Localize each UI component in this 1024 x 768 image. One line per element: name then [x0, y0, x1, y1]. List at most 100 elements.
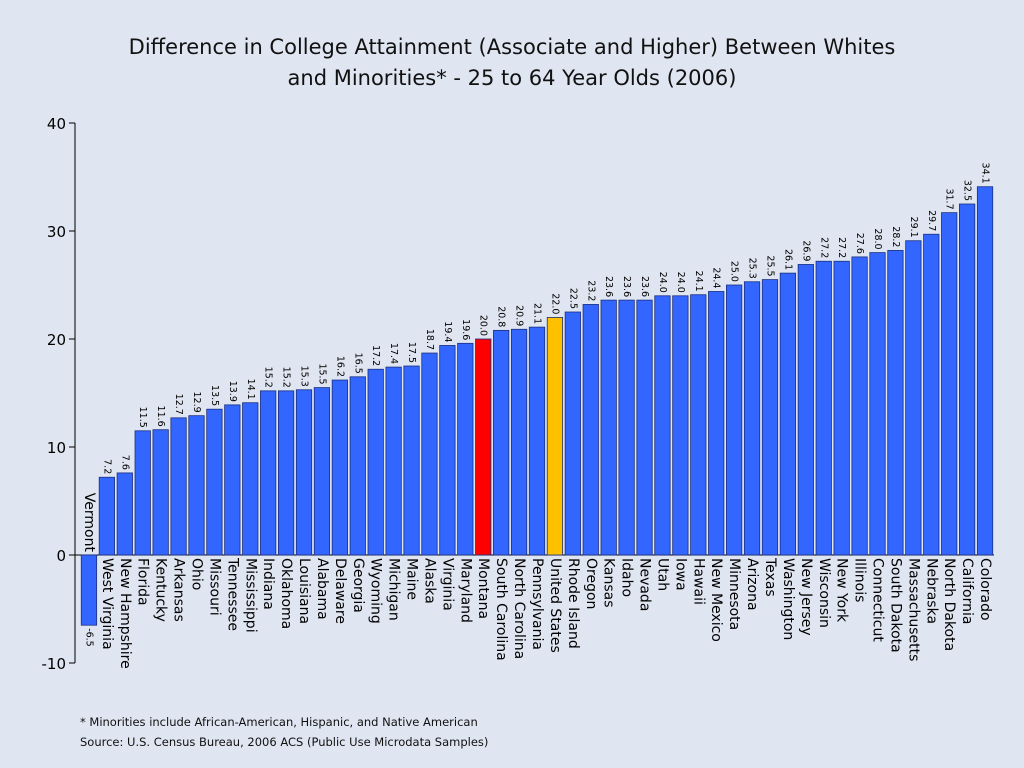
- data-label: -6.5: [83, 628, 94, 647]
- data-label: 7.6: [119, 455, 130, 470]
- category-label: Hawaii: [690, 558, 706, 605]
- bar-north-dakota: [941, 212, 958, 556]
- category-label: Colorado: [977, 558, 993, 621]
- category-label: Kentucky: [153, 558, 169, 622]
- category-label: United States: [547, 558, 563, 653]
- bar-montana: [475, 338, 492, 556]
- bar-massachusetts: [905, 240, 922, 556]
- bar-texas: [761, 279, 779, 556]
- bar-florida: [134, 430, 151, 556]
- category-label: Michigan: [386, 558, 402, 621]
- category-label: Massachusetts: [905, 558, 921, 661]
- data-label: 28.2: [890, 226, 901, 247]
- data-label: 23.6: [621, 276, 632, 297]
- bar-arizona: [743, 281, 761, 556]
- bar-new-hampshire: [116, 472, 133, 556]
- bar-virginia: [439, 345, 456, 556]
- bar-north-carolina: [510, 328, 528, 556]
- bar-wyoming: [367, 368, 384, 556]
- category-label: Pennsylvania: [529, 558, 545, 650]
- category-label: Alaska: [421, 558, 437, 604]
- category-label: Washington: [780, 558, 796, 640]
- category-label: Missouri: [206, 558, 222, 616]
- category-label: Arkansas: [171, 558, 187, 622]
- bar-louisiana: [295, 389, 313, 556]
- data-label: 22.0: [549, 293, 560, 314]
- data-label: 24.0: [675, 272, 686, 293]
- category-label: Rhode Island: [565, 558, 581, 649]
- chart-title-line-1: Difference in College Attainment (Associ…: [128, 35, 896, 59]
- data-label: 15.5: [316, 363, 327, 384]
- data-label: 23.6: [603, 276, 614, 297]
- data-label: 13.5: [209, 385, 220, 406]
- data-label: 32.5: [962, 180, 973, 201]
- bar-south-dakota: [887, 250, 904, 556]
- category-label: North Dakota: [941, 558, 957, 651]
- category-label: Ohio: [188, 558, 204, 590]
- bar-pennsylvania: [528, 326, 546, 556]
- data-label: 11.6: [155, 406, 166, 427]
- category-label: New Mexico: [708, 558, 724, 642]
- category-label: Maine: [404, 558, 420, 600]
- bar-united-states: [546, 316, 564, 556]
- category-label: Nebraska: [923, 558, 939, 624]
- bar-rhode-island: [564, 311, 581, 556]
- category-label: Nevada: [637, 558, 653, 611]
- data-label: 15.2: [263, 367, 274, 388]
- data-label: 34.1: [980, 163, 991, 184]
- data-label: 19.4: [442, 321, 453, 342]
- data-label: 14.1: [245, 379, 256, 400]
- data-label: 12.9: [191, 392, 202, 413]
- data-label: 24.0: [657, 272, 668, 293]
- bar-iowa: [672, 295, 689, 556]
- data-label: 25.5: [764, 255, 775, 276]
- bar-tennessee: [224, 404, 241, 556]
- bar-connecticut: [869, 252, 886, 556]
- category-label: Florida: [135, 558, 151, 606]
- bar-ohio: [188, 415, 205, 556]
- data-label: 29.1: [908, 217, 919, 238]
- data-label: 23.2: [585, 280, 596, 301]
- category-label: South Carolina: [493, 558, 509, 661]
- data-label: 18.7: [424, 329, 435, 350]
- y-tick-label: 10: [47, 439, 66, 457]
- bar-alabama: [313, 387, 331, 556]
- category-label: Iowa: [672, 558, 688, 591]
- bar-maryland: [457, 342, 474, 556]
- data-label: 27.6: [854, 233, 865, 254]
- category-label: North Carolina: [511, 558, 527, 659]
- category-label: Oregon: [583, 558, 599, 609]
- bar-nebraska: [923, 233, 940, 556]
- data-label: 11.5: [137, 407, 148, 428]
- data-label: 20.8: [496, 306, 507, 327]
- y-tick-label: -10: [42, 655, 67, 673]
- bar-oklahoma: [277, 390, 295, 556]
- data-label: 26.9: [800, 240, 811, 261]
- bar-wisconsin: [815, 260, 832, 556]
- data-label: 24.4: [711, 267, 722, 288]
- bar-mississippi: [242, 402, 259, 556]
- data-label: 25.0: [729, 261, 740, 282]
- category-label: Mississippi: [242, 558, 258, 633]
- data-label: 29.7: [926, 210, 937, 231]
- category-label: Georgia: [350, 558, 366, 613]
- data-label: 17.2: [370, 345, 381, 366]
- bar-indiana: [260, 390, 277, 556]
- chart-title-line-2: and Minorities* - 25 to 64 Year Olds (20…: [287, 66, 737, 90]
- bar-michigan: [385, 366, 402, 556]
- category-label: Kansas: [601, 558, 617, 608]
- data-label: 17.4: [388, 343, 399, 364]
- bar-new-jersey: [797, 264, 814, 556]
- data-label: 7.2: [101, 459, 112, 474]
- data-label: 31.7: [944, 188, 955, 209]
- category-label: Wyoming: [368, 558, 384, 624]
- category-label: Indiana: [260, 558, 276, 610]
- category-label: Vermont: [81, 493, 97, 553]
- y-tick-label: 30: [47, 223, 66, 241]
- category-label: California: [959, 558, 975, 624]
- bar-oregon: [582, 304, 599, 556]
- bar-west-virginia: [98, 476, 115, 556]
- bar-minnesota: [726, 284, 743, 556]
- data-label: 19.6: [460, 319, 471, 340]
- data-label: 21.1: [532, 303, 543, 324]
